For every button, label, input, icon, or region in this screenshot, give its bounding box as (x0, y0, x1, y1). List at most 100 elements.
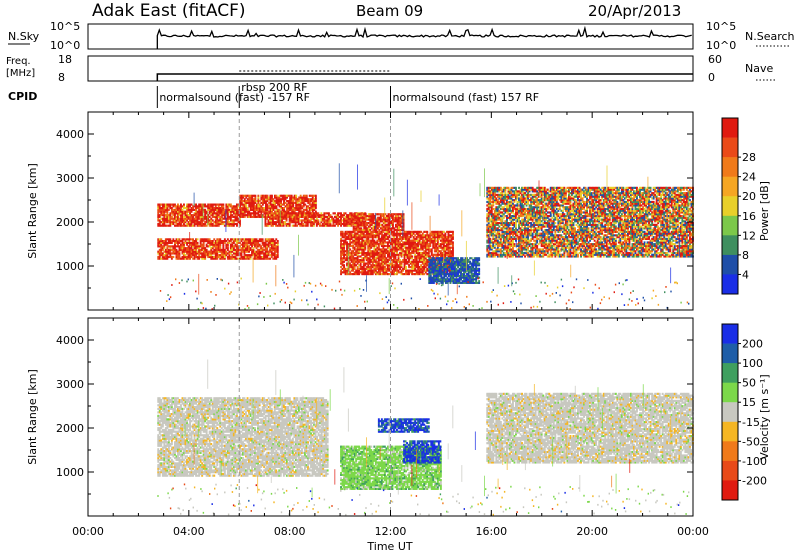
heatmap-cell (469, 267, 472, 270)
heatmap-cell (346, 255, 349, 258)
heatmap-cell (270, 221, 273, 224)
heatmap-cell (268, 196, 270, 199)
heatmap-cell (340, 215, 343, 218)
heatmap-cell (290, 201, 293, 204)
heatmap-cell (287, 224, 290, 227)
heatmap-cell (498, 190, 501, 193)
heatmap-cell (292, 200, 295, 203)
heatmap-cell (158, 221, 161, 224)
heatmap-cell (213, 248, 216, 251)
heatmap-cell (365, 239, 368, 242)
heatmap-cell (305, 217, 308, 220)
heatmap-cell (255, 215, 258, 218)
heatmap-cell (164, 219, 167, 222)
heatmap-cell (426, 246, 429, 249)
heatmap-cell (187, 224, 190, 227)
heatmap-cell (340, 244, 343, 248)
heatmap-cell (367, 266, 370, 269)
heatmap-cell (470, 278, 473, 281)
heatmap-cell (435, 232, 438, 235)
heatmap-cell (362, 234, 365, 237)
heatmap-cell (189, 222, 192, 226)
heatmap-cell (439, 250, 442, 253)
heatmap-cell (190, 217, 193, 220)
heatmap-cell (270, 238, 273, 241)
heatmap-cell (214, 222, 217, 226)
heatmap-cell (181, 255, 184, 259)
heatmap-cell (205, 215, 208, 218)
heatmap-cell (257, 254, 260, 257)
heatmap-cell (370, 251, 373, 255)
heatmap-cell (178, 241, 181, 244)
heatmap-cell (243, 210, 246, 213)
heatmap-cell (417, 262, 420, 265)
heatmap-cell (395, 218, 397, 221)
heatmap-cell (245, 257, 247, 260)
heatmap-cell (278, 201, 281, 204)
heatmap-cell (361, 253, 364, 256)
heatmap-cell (496, 229, 499, 232)
heatmap-cell (368, 244, 371, 248)
heatmap-cell (298, 210, 301, 213)
heatmap-cell (251, 245, 254, 248)
heatmap-cell (449, 262, 452, 265)
heatmap-cell (289, 194, 292, 197)
heatmap-cell (489, 186, 492, 189)
heatmap-cell (264, 240, 267, 243)
heatmap-cell (184, 257, 187, 260)
heatmap-cell (350, 215, 353, 218)
heatmap-cell (362, 232, 365, 235)
heatmap-cell (344, 222, 347, 226)
heatmap-cell (347, 222, 350, 226)
heatmap-cell (377, 273, 380, 276)
heatmap-cell (302, 210, 305, 213)
heatmap-cell (452, 243, 454, 246)
heatmap-cell (229, 257, 232, 260)
heatmap-cell (368, 269, 371, 272)
heatmap-cell (174, 208, 176, 211)
heatmap-cell (415, 260, 418, 263)
heatmap-cell (214, 243, 217, 246)
heatmap-cell (174, 224, 176, 227)
heatmap-cell (396, 259, 398, 262)
heatmap-cell (384, 213, 387, 216)
heatmap-cell (334, 215, 336, 218)
heatmap-cell (375, 223, 378, 226)
heatmap-cell (382, 246, 385, 249)
heatmap-cell (257, 214, 260, 217)
heatmap-cell (210, 254, 213, 257)
heatmap-cell (385, 248, 388, 251)
heatmap-cell (284, 222, 287, 226)
heatmap-cell (240, 198, 243, 201)
heatmap-cell (430, 237, 433, 240)
heatmap-cell (449, 264, 452, 267)
heatmap-cell (210, 212, 213, 215)
heatmap-cell (192, 207, 195, 210)
heatmap-cell (438, 266, 441, 269)
heatmap-cell (349, 257, 352, 260)
heatmap-cell (499, 243, 502, 246)
heatmap-cell (397, 266, 400, 269)
heatmap-cell (431, 271, 434, 274)
heatmap-cell (350, 250, 353, 253)
heatmap-cell (352, 267, 355, 270)
heatmap-cell (323, 215, 326, 218)
heatmap-cell (214, 254, 217, 257)
heatmap-cell (222, 257, 225, 260)
heatmap-cell (399, 215, 402, 218)
heatmap-cell (220, 207, 223, 210)
heatmap-cell (394, 250, 397, 253)
heatmap-cell (421, 271, 424, 274)
heatmap-cell (434, 273, 437, 276)
heatmap-cell (291, 219, 294, 222)
heatmap-cell (421, 239, 424, 242)
cpid-segment-label: normalsound (fast) -157 RF (159, 91, 310, 104)
heatmap-cell (361, 251, 364, 255)
heatmap-cell (382, 234, 385, 237)
heatmap-cell (232, 248, 235, 251)
heatmap-cell (499, 244, 502, 248)
heatmap-cell (371, 230, 374, 233)
heatmap-cell (299, 219, 302, 222)
heatmap-cell (166, 217, 169, 220)
